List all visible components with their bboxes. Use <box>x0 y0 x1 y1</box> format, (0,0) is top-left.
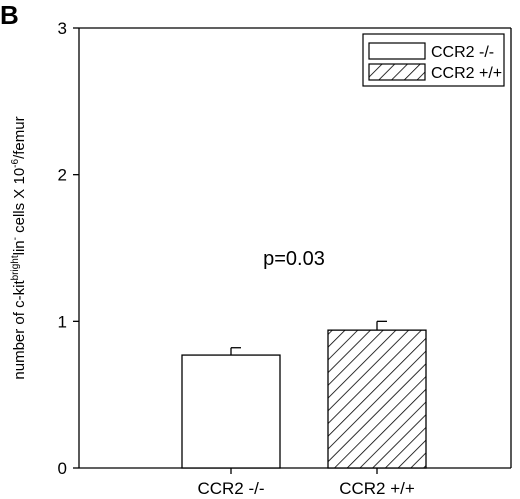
y-tick-label: 1 <box>58 312 67 331</box>
y-axis-title-mid2: cells X 10 <box>11 168 28 237</box>
y-axis-title-sup1: bright <box>10 255 21 280</box>
x-tick-label: CCR2 -/- <box>197 479 264 498</box>
x-tick-label: CCR2 +/+ <box>339 479 415 498</box>
y-tick-label: 0 <box>58 459 67 478</box>
bars <box>181 329 427 469</box>
y-axis-title-sup2: - <box>10 237 21 240</box>
y-axis-title-prefix: number of c-kit <box>11 280 28 380</box>
panel-label: B <box>0 0 19 30</box>
y-axis-title: number of c-kitbrightlin- cells X 10-6/f… <box>10 116 28 379</box>
y-axis-title-sup3: -6 <box>10 158 21 167</box>
x-ticks: CCR2 -/- CCR2 +/+ <box>197 468 415 498</box>
legend-swatch-ccr2-ko <box>368 42 426 60</box>
y-axis-title-suffix: /femur <box>11 116 28 159</box>
y-tick-label: 3 <box>58 19 67 38</box>
bar-ccr2-wt <box>327 329 427 469</box>
legend-label-ccr2-wt: CCR2 +/+ <box>431 65 502 82</box>
p-value-annotation: p=0.03 <box>263 248 325 270</box>
legend-label-ccr2-ko: CCR2 -/- <box>431 44 494 61</box>
error-bars <box>230 320 387 356</box>
y-ticks: 0 1 2 3 <box>58 19 79 478</box>
bar-ccr2-ko <box>181 354 281 469</box>
y-tick-label: 2 <box>58 166 67 185</box>
y-axis-title-mid: lin <box>11 240 28 255</box>
legend-swatch-ccr2-wt <box>368 63 426 81</box>
legend: CCR2 -/- CCR2 +/+ <box>362 33 505 87</box>
